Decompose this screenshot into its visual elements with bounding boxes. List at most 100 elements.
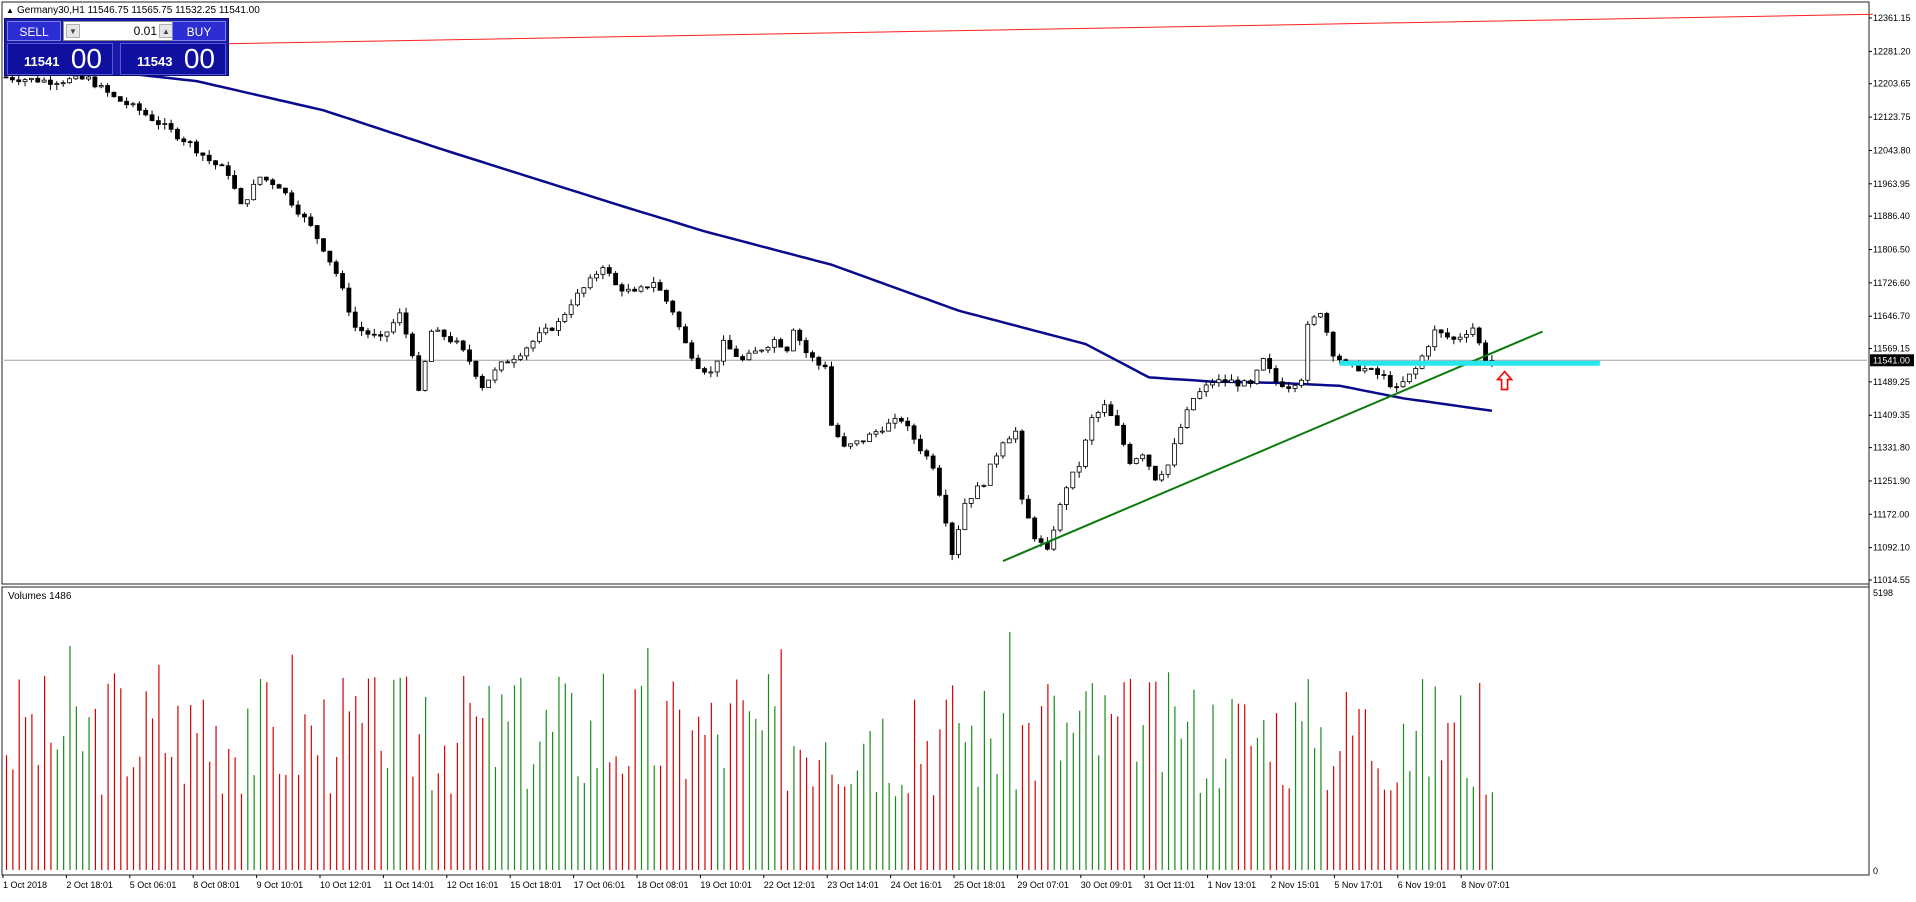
candle-body bbox=[695, 357, 701, 370]
price-tick-label: 12281.20 bbox=[1873, 46, 1911, 56]
candle-body bbox=[962, 502, 968, 530]
menu-icon[interactable]: ▲ bbox=[6, 6, 14, 15]
volume-pane-frame bbox=[1, 586, 1870, 876]
candle-body bbox=[1057, 504, 1063, 531]
candle-body bbox=[644, 286, 650, 289]
candle-body bbox=[54, 83, 60, 85]
candle-body bbox=[854, 440, 860, 445]
price-tick-label: 11251.90 bbox=[1873, 476, 1910, 486]
candle-body bbox=[86, 76, 91, 80]
lot-decrease-button[interactable]: ▼ bbox=[66, 24, 80, 38]
candle-body bbox=[581, 287, 587, 294]
candle-body bbox=[1299, 379, 1304, 386]
candle-body bbox=[257, 176, 263, 185]
candle-body bbox=[543, 327, 549, 334]
time-tick-label: 1 Nov 13:01 bbox=[1208, 880, 1257, 890]
candle-body bbox=[797, 329, 803, 341]
candle-body bbox=[263, 176, 269, 181]
candle-body bbox=[1451, 336, 1457, 340]
candle-body bbox=[1368, 368, 1374, 370]
candle-body bbox=[816, 356, 822, 366]
candle-body bbox=[384, 331, 390, 337]
candle-body bbox=[937, 467, 942, 496]
candle-body bbox=[1457, 336, 1463, 340]
price-tick-label: 11569.15 bbox=[1873, 344, 1910, 354]
buy-price-button[interactable]: 11543 00 bbox=[120, 43, 226, 75]
candle-body bbox=[562, 313, 568, 322]
candle-body bbox=[1152, 465, 1158, 481]
candle-body bbox=[295, 204, 301, 215]
resistance-line bbox=[5, 13, 1873, 49]
candle-body bbox=[841, 436, 847, 447]
current-price-label-box bbox=[1870, 354, 1914, 367]
candle-body bbox=[219, 164, 225, 167]
candle-body bbox=[289, 192, 295, 206]
time-tick-label: 25 Oct 18:01 bbox=[954, 880, 1006, 890]
up-arrow-icon bbox=[1495, 370, 1514, 391]
candle-body bbox=[365, 330, 371, 335]
candle-body bbox=[1013, 430, 1019, 440]
candle-body bbox=[810, 352, 815, 358]
chart-header-info: Germany30,H1 11546.75 11565.75 11532.25 … bbox=[17, 5, 260, 16]
sell-price-button[interactable]: 11541 00 bbox=[7, 43, 113, 75]
candle-body bbox=[492, 369, 498, 381]
candle-body bbox=[1483, 342, 1488, 364]
candle-body bbox=[879, 430, 885, 433]
candle-body bbox=[524, 347, 530, 357]
trendline-layer[interactable] bbox=[1002, 330, 1544, 562]
candle-body bbox=[1375, 368, 1380, 375]
price-axis: 12361.15 12281.20 12203.65 12123.75 12043.80… bbox=[1869, 13, 1911, 585]
time-tick-label: 11 Oct 14:01 bbox=[383, 880, 434, 890]
candle-body bbox=[181, 138, 187, 143]
candle-body bbox=[638, 286, 644, 292]
candle-body bbox=[498, 361, 504, 371]
candle-body bbox=[1108, 404, 1114, 417]
candle-body bbox=[1432, 329, 1438, 348]
candle-body bbox=[41, 79, 47, 83]
candle-body bbox=[556, 321, 561, 331]
candle-body bbox=[124, 100, 130, 106]
candle-body bbox=[987, 463, 993, 486]
candle-body bbox=[1426, 346, 1431, 357]
candle-body bbox=[568, 304, 574, 315]
candle-body bbox=[238, 187, 244, 205]
time-tick-label: 2 Nov 15:01 bbox=[1271, 880, 1320, 890]
candle-body bbox=[1413, 368, 1419, 375]
candle-body bbox=[740, 356, 745, 361]
candle-body bbox=[746, 352, 752, 361]
price-tick-label: 12203.65 bbox=[1873, 79, 1911, 89]
lot-size-input[interactable] bbox=[82, 23, 157, 39]
sell-button[interactable]: SELL bbox=[7, 21, 61, 41]
time-tick-label: 5 Oct 06:01 bbox=[130, 880, 177, 890]
buy-button[interactable]: BUY bbox=[172, 21, 226, 41]
candle-body bbox=[175, 128, 180, 140]
candle-body bbox=[530, 340, 536, 349]
candle-body bbox=[791, 329, 796, 352]
candle-body bbox=[651, 282, 657, 288]
candle-body bbox=[136, 103, 142, 111]
candle-body bbox=[664, 289, 669, 302]
price-tick-label: 11172.00 bbox=[1873, 509, 1909, 519]
time-axis: 1 Oct 2018 2 Oct 18:01 5 Oct 06:01 8 Oct 08… bbox=[2, 875, 1510, 890]
candle-body bbox=[949, 522, 955, 555]
candle-body bbox=[803, 340, 809, 354]
candle-body bbox=[467, 349, 472, 362]
candle-body bbox=[308, 216, 314, 226]
candle-body bbox=[225, 165, 231, 176]
candle-body bbox=[822, 364, 828, 368]
arrow-layer[interactable] bbox=[1495, 370, 1514, 391]
candle-body bbox=[397, 312, 403, 324]
candle-body bbox=[1197, 391, 1203, 399]
candle-body bbox=[1229, 379, 1234, 383]
lot-increase-button[interactable]: ▲ bbox=[159, 24, 173, 38]
candle-body bbox=[35, 77, 41, 83]
resistance-line-layer[interactable] bbox=[5, 13, 1873, 49]
candle-body bbox=[689, 342, 695, 359]
candle-body bbox=[1006, 438, 1012, 444]
candle-body bbox=[1191, 397, 1196, 411]
candle-body bbox=[3, 76, 9, 79]
candle-body bbox=[441, 329, 447, 337]
candle-body bbox=[346, 287, 352, 313]
